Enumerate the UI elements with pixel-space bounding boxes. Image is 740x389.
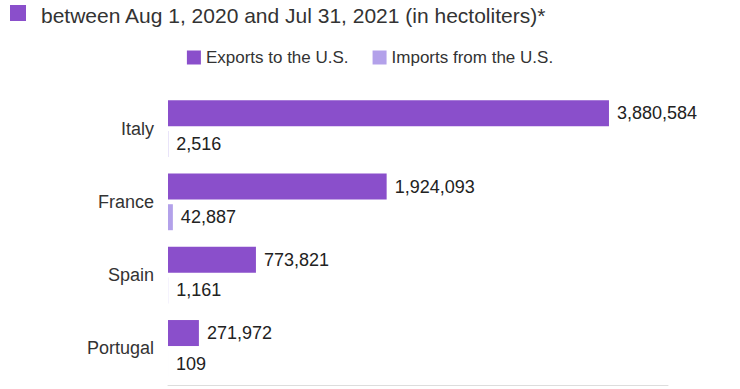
svg-text:between Aug 1, 2020 and Jul 31: between Aug 1, 2020 and Jul 31, 2021 (in… — [41, 4, 545, 27]
svg-text:773,821: 773,821 — [264, 250, 329, 270]
svg-text:1,924,093: 1,924,093 — [395, 177, 475, 197]
svg-text:Portugal: Portugal — [87, 338, 154, 358]
svg-text:271,972: 271,972 — [207, 323, 272, 343]
svg-text:Spain: Spain — [108, 265, 154, 285]
svg-text:42,887: 42,887 — [181, 207, 236, 227]
svg-text:Italy: Italy — [121, 119, 154, 139]
svg-text:Exports to the U.S.: Exports to the U.S. — [206, 48, 349, 67]
svg-text:France: France — [98, 192, 154, 212]
svg-text:1,161: 1,161 — [176, 280, 221, 300]
svg-text:109: 109 — [176, 354, 206, 374]
svg-text:2,516: 2,516 — [176, 134, 221, 154]
svg-text:3,880,584: 3,880,584 — [617, 103, 697, 123]
svg-text:Imports from the U.S.: Imports from the U.S. — [392, 48, 554, 67]
